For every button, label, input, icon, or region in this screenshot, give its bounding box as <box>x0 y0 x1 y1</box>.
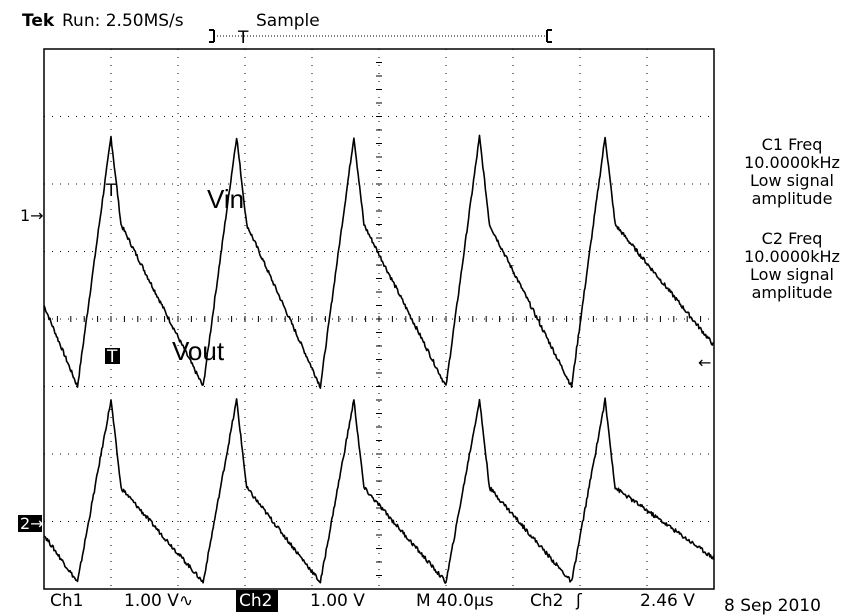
series-label-vin: Vin <box>207 184 244 214</box>
c1-title: C1 Freq <box>762 135 823 154</box>
footer-bar: Ch1 1.00 V∿ Ch2 1.00 V M 40.0µs Ch2 ʃ 2.… <box>50 590 821 615</box>
trigger-level: 2.46 V <box>640 591 695 611</box>
brand-label: Tek <box>22 11 55 31</box>
vin-trace <box>43 134 715 390</box>
ch2-name-highlight <box>236 590 278 612</box>
c2-title: C2 Freq <box>762 229 823 248</box>
ch2-name: Ch2 <box>239 591 272 611</box>
c1-value: 10.0000kHz <box>744 153 840 172</box>
ch1-trigger-marker: T <box>105 181 117 201</box>
record-window-bracket: T <box>209 28 552 48</box>
c2-note1: Low signal <box>750 265 834 284</box>
c2-value: 10.0000kHz <box>744 247 840 266</box>
capture-date: 8 Sep 2010 <box>724 596 821 615</box>
ch1-scale: 1.00 V∿ <box>124 591 193 611</box>
run-state: Run: 2.50MS/s <box>62 11 184 31</box>
series-label-vout: Vout <box>172 336 225 366</box>
ch2-ground-marker-label: 2→ <box>20 514 44 533</box>
trigger-slope-icon: ʃ <box>575 591 583 611</box>
measurement-c2: C2 Freq 10.0000kHz Low signal amplitude <box>744 229 840 302</box>
acquisition-mode: Sample <box>256 11 320 31</box>
measurement-c1: C1 Freq 10.0000kHz Low signal amplitude <box>744 135 840 208</box>
vout-trace <box>43 397 715 584</box>
ch2-trigger-marker: T <box>105 347 120 367</box>
ch1-name: Ch1 <box>50 591 83 611</box>
header-bar: Tek Run: 2.50MS/s Sample T <box>22 11 552 48</box>
graticule <box>43 48 715 590</box>
c1-note1: Low signal <box>750 171 834 190</box>
ch2-trigger-marker-label: T <box>106 347 118 367</box>
ch1-ground-marker: 1→ <box>20 206 44 225</box>
trigger-source: Ch2 <box>530 591 563 611</box>
trigger-position-marker: T <box>237 28 249 48</box>
timebase: M 40.0µs <box>416 591 494 611</box>
trigger-level-marker: ← <box>698 353 711 372</box>
ch2-ground-marker: 2→ <box>18 514 44 533</box>
ch2-scale: 1.00 V <box>310 591 365 611</box>
c2-note2: amplitude <box>752 283 833 302</box>
c1-note2: amplitude <box>752 189 833 208</box>
